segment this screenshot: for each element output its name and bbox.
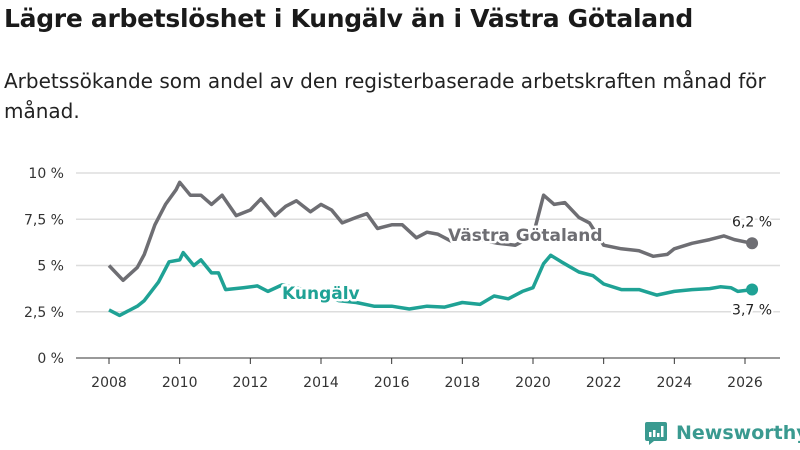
newsworthy-logo[interactable]: Newsworthy (644, 420, 800, 446)
series-line-kungalv (108, 250, 753, 318)
chart-subtitle: Arbetssökande som andel av den registerb… (4, 69, 766, 123)
x-tick-label: 2022 (586, 375, 622, 391)
chart-title: Lägre arbetslöshet i Kungälv än i Västra… (4, 4, 693, 33)
series-line-vastra-gotaland (107, 180, 753, 283)
newsworthy-logo-text: Newsworthy (676, 422, 800, 444)
x-tick-label: 2010 (162, 375, 198, 391)
x-tick-label: 2020 (515, 375, 551, 391)
newsworthy-logo-icon (645, 422, 667, 445)
y-tick-label: 5 % (37, 259, 64, 275)
x-tick-label: 2014 (303, 375, 339, 391)
end-value-label: 6,2 % (732, 214, 772, 230)
series-label-kungalv: Kungälv (282, 284, 360, 304)
x-tick-label: 2016 (374, 375, 410, 391)
y-tick-label: 0 % (37, 351, 64, 367)
series-end-point (746, 283, 759, 296)
y-tick-label: 7,5 % (24, 212, 64, 228)
series-end-point (746, 237, 759, 250)
x-tick-label: 2018 (445, 375, 481, 391)
x-tick-label: 2008 (91, 375, 127, 391)
y-tick-label: 2,5 % (24, 305, 64, 321)
series-label-vastra-gotaland: Västra Götaland (448, 226, 603, 246)
x-tick-label: 2024 (657, 375, 693, 391)
y-tick-label: 10 % (28, 166, 64, 182)
x-tick-label: 2012 (233, 375, 269, 391)
end-value-label: 3,7 % (732, 303, 772, 319)
x-tick-label: 2026 (727, 375, 763, 391)
